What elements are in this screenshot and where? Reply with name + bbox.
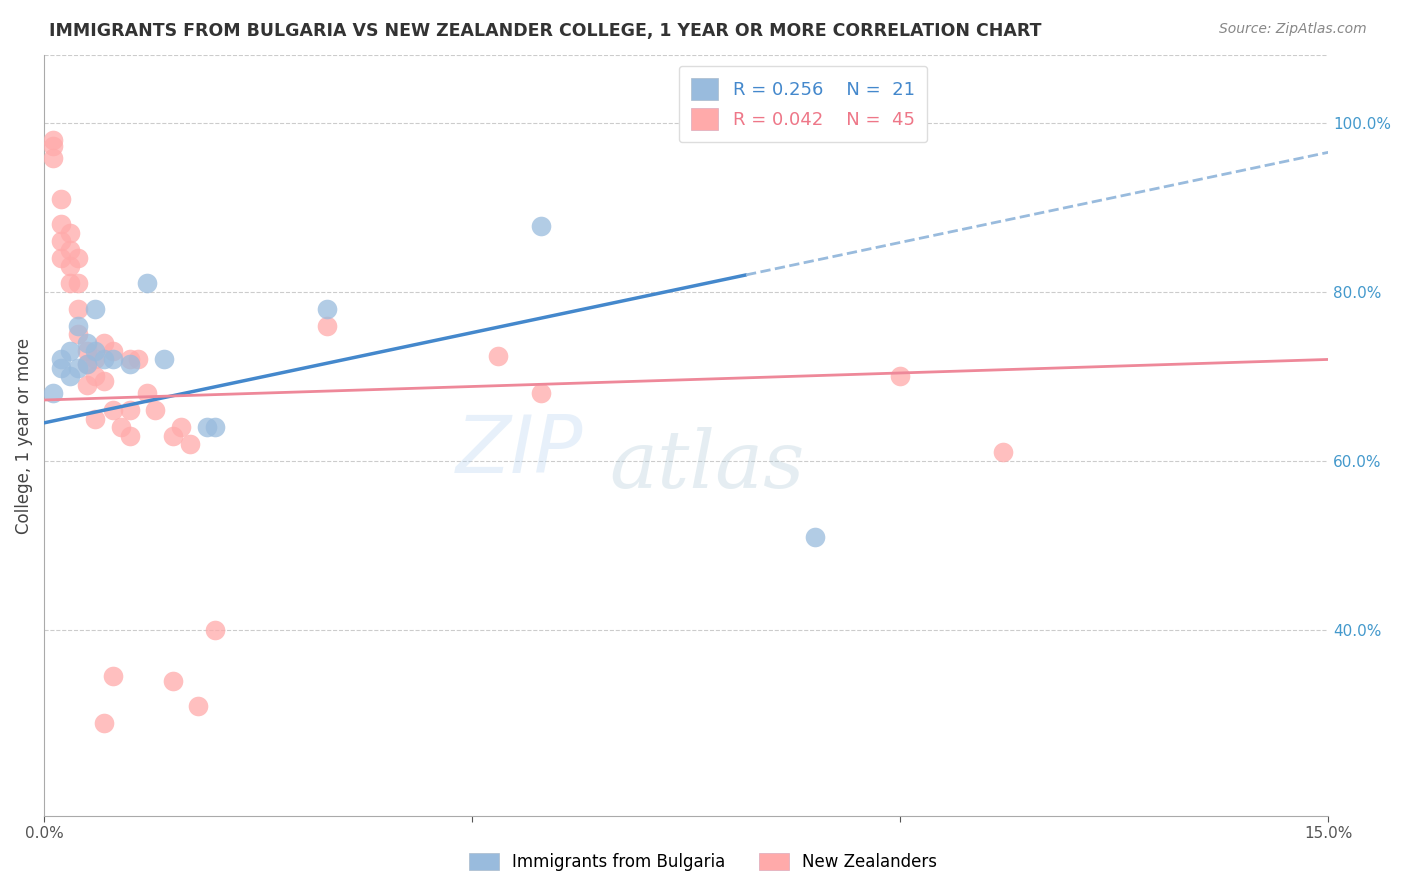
Point (204, 623, 226, 637)
Point (162, 673, 184, 688)
Point (529, 386, 551, 401)
Point (67, 277, 90, 291)
Point (118, 352, 141, 367)
Point (127, 352, 149, 367)
Point (51, 192, 73, 206)
Point (59, 277, 82, 291)
Point (67, 251, 90, 265)
Point (179, 437, 201, 451)
Point (51, 234, 73, 248)
Point (84, 411, 107, 425)
Point (118, 428, 141, 442)
Point (529, 219, 551, 233)
Point (170, 420, 193, 434)
Point (76, 377, 98, 392)
Point (187, 698, 209, 713)
Point (195, 420, 218, 434)
Point (118, 403, 141, 417)
Point (803, 530, 825, 544)
Point (93, 715, 115, 730)
Point (315, 301, 337, 316)
Point (486, 349, 509, 363)
Point (135, 386, 157, 401)
Point (51, 251, 73, 265)
Point (76, 357, 98, 371)
Y-axis label: College, 1 year or more: College, 1 year or more (15, 337, 32, 533)
Point (889, 369, 911, 384)
Point (84, 369, 107, 384)
Point (991, 445, 1014, 459)
Text: atlas: atlas (609, 427, 804, 505)
Point (76, 357, 98, 371)
Point (101, 343, 124, 358)
Point (145, 403, 167, 417)
Point (93, 374, 115, 388)
Point (67, 318, 90, 333)
Point (101, 352, 124, 367)
Point (135, 277, 157, 291)
Text: ZIP: ZIP (456, 412, 583, 490)
Point (93, 352, 115, 367)
Point (315, 318, 337, 333)
Point (93, 335, 115, 350)
Point (204, 420, 226, 434)
Point (51, 217, 73, 231)
Point (84, 352, 107, 367)
Point (84, 343, 107, 358)
Point (59, 260, 82, 274)
Point (76, 343, 98, 358)
Point (162, 428, 184, 442)
Point (76, 335, 98, 350)
Text: Source: ZipAtlas.com: Source: ZipAtlas.com (1219, 22, 1367, 37)
Point (110, 420, 132, 434)
Legend: R = 0.256    N =  21, R = 0.042    N =  45: R = 0.256 N = 21, R = 0.042 N = 45 (679, 66, 928, 142)
Point (59, 243, 82, 257)
Point (41, 386, 63, 401)
Point (59, 226, 82, 240)
Text: IMMIGRANTS FROM BULGARIA VS NEW ZEALANDER COLLEGE, 1 YEAR OR MORE CORRELATION CH: IMMIGRANTS FROM BULGARIA VS NEW ZEALANDE… (49, 22, 1042, 40)
Point (51, 360, 73, 375)
Point (101, 669, 124, 683)
Point (118, 357, 141, 371)
Point (101, 403, 124, 417)
Point (153, 352, 176, 367)
Point (59, 369, 82, 384)
Point (67, 360, 90, 375)
Point (67, 327, 90, 342)
Point (84, 301, 107, 316)
Point (41, 133, 63, 147)
Point (51, 352, 73, 367)
Point (67, 301, 90, 316)
Point (59, 343, 82, 358)
Legend: Immigrants from Bulgaria, New Zealanders: Immigrants from Bulgaria, New Zealanders (461, 845, 945, 880)
Point (41, 139, 63, 153)
Point (41, 151, 63, 165)
